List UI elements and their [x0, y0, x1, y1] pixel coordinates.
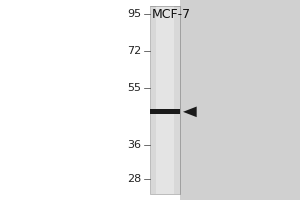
Bar: [180, 0, 300, 200]
Bar: [150, 109, 180, 114]
Text: 55: 55: [127, 83, 141, 93]
Bar: [156, 6, 174, 194]
Bar: [150, 6, 180, 194]
Text: 28: 28: [127, 174, 141, 184]
Bar: [0, 0, 150, 200]
Text: 72: 72: [127, 46, 141, 56]
Text: 95: 95: [127, 9, 141, 19]
Text: MCF-7: MCF-7: [152, 8, 190, 21]
Text: 36: 36: [127, 140, 141, 150]
Polygon shape: [183, 107, 197, 117]
